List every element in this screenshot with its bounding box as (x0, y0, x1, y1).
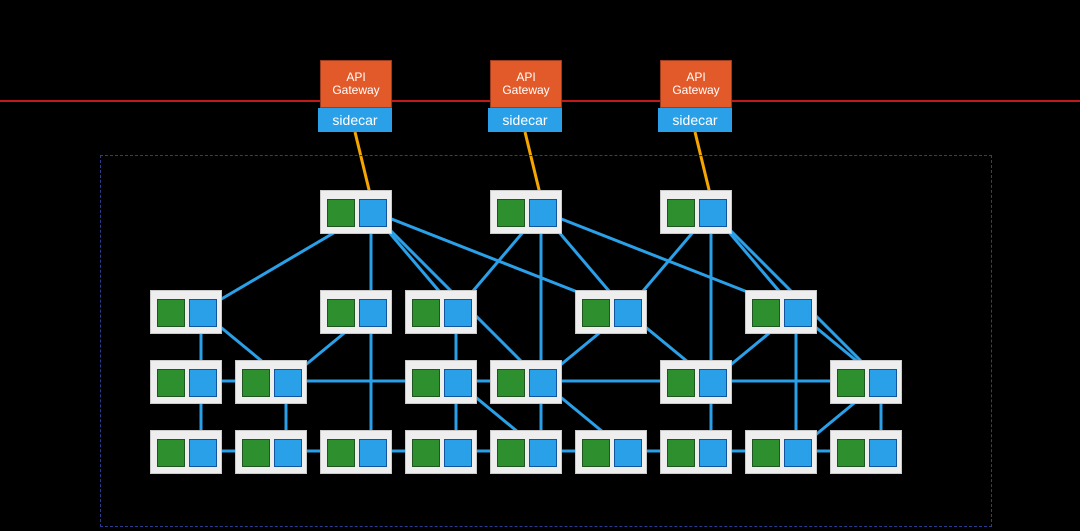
service-pod (660, 190, 732, 234)
service-square (327, 299, 355, 327)
diagram-root: { "type": "network", "background_color":… (0, 0, 1080, 531)
service-square (837, 369, 865, 397)
gateway-sidecar-label: sidecar (332, 112, 377, 128)
service-square (752, 299, 780, 327)
service-square (327, 439, 355, 467)
service-square (242, 439, 270, 467)
service-square (837, 439, 865, 467)
sidecar-square (189, 299, 217, 327)
service-square (157, 299, 185, 327)
sidecar-square (444, 439, 472, 467)
service-pod (745, 290, 817, 334)
service-pod (405, 290, 477, 334)
service-square (667, 439, 695, 467)
service-square (497, 199, 525, 227)
api-gateway-label: APIGateway (332, 71, 379, 97)
service-pod (320, 430, 392, 474)
gateway-sidecar: sidecar (658, 108, 732, 132)
sidecar-square (444, 299, 472, 327)
sidecar-square (359, 199, 387, 227)
sidecar-square (529, 199, 557, 227)
sidecar-square (869, 439, 897, 467)
sidecar-square (274, 439, 302, 467)
service-pod (490, 190, 562, 234)
service-pod (745, 430, 817, 474)
gateway-sidecar-label: sidecar (672, 112, 717, 128)
sidecar-square (529, 439, 557, 467)
service-pod (150, 360, 222, 404)
gateway-sidecar: sidecar (488, 108, 562, 132)
service-square (157, 369, 185, 397)
service-pod (660, 430, 732, 474)
sidecar-square (699, 199, 727, 227)
gateway-sidecar-label: sidecar (502, 112, 547, 128)
service-pod (320, 190, 392, 234)
service-square (242, 369, 270, 397)
sidecar-square (784, 439, 812, 467)
service-square (497, 439, 525, 467)
sidecar-square (359, 439, 387, 467)
api-gateway-label: APIGateway (502, 71, 549, 97)
api-gateway: APIGateway (660, 60, 732, 108)
service-square (157, 439, 185, 467)
service-square (582, 439, 610, 467)
service-pod (405, 360, 477, 404)
sidecar-square (359, 299, 387, 327)
gateway-sidecar: sidecar (318, 108, 392, 132)
service-pod (150, 290, 222, 334)
service-pod (490, 430, 562, 474)
service-square (412, 369, 440, 397)
service-pod (830, 430, 902, 474)
service-pod (235, 430, 307, 474)
service-pod (235, 360, 307, 404)
service-pod (575, 430, 647, 474)
sidecar-square (274, 369, 302, 397)
sidecar-square (869, 369, 897, 397)
service-square (412, 439, 440, 467)
sidecar-square (699, 369, 727, 397)
service-pod (490, 360, 562, 404)
service-square (667, 369, 695, 397)
service-pod (405, 430, 477, 474)
service-square (582, 299, 610, 327)
sidecar-square (529, 369, 557, 397)
service-square (327, 199, 355, 227)
service-square (752, 439, 780, 467)
service-pod (150, 430, 222, 474)
sidecar-square (614, 439, 642, 467)
api-gateway-label: APIGateway (672, 71, 719, 97)
api-gateway: APIGateway (490, 60, 562, 108)
api-gateway: APIGateway (320, 60, 392, 108)
sidecar-square (699, 439, 727, 467)
service-square (497, 369, 525, 397)
service-pod (575, 290, 647, 334)
sidecar-square (784, 299, 812, 327)
service-pod (830, 360, 902, 404)
service-square (412, 299, 440, 327)
service-square (667, 199, 695, 227)
service-pod (660, 360, 732, 404)
service-pod (320, 290, 392, 334)
sidecar-square (189, 369, 217, 397)
sidecar-square (614, 299, 642, 327)
sidecar-square (444, 369, 472, 397)
sidecar-square (189, 439, 217, 467)
